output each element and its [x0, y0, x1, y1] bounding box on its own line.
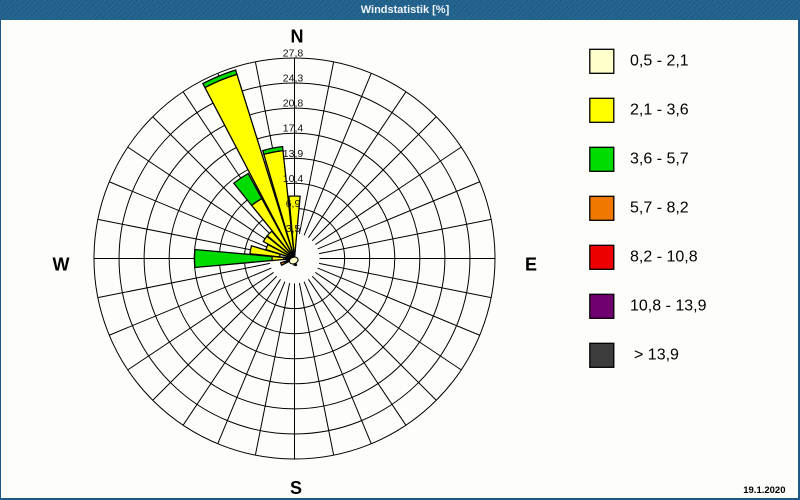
svg-text:3,6 - 5,7: 3,6 - 5,7: [630, 151, 689, 168]
svg-text:10,4: 10,4: [283, 173, 304, 185]
svg-text:0,5 - 2,1: 0,5 - 2,1: [630, 53, 689, 70]
svg-text:6,9: 6,9: [286, 198, 301, 210]
svg-text:N: N: [291, 27, 304, 47]
svg-text:27,8: 27,8: [283, 48, 304, 60]
svg-text:24,3: 24,3: [283, 73, 304, 85]
svg-text:13,9: 13,9: [283, 148, 304, 160]
svg-text:17,4: 17,4: [283, 123, 304, 135]
svg-text:3,5: 3,5: [286, 223, 301, 235]
svg-text:20,8: 20,8: [283, 98, 304, 110]
svg-text:2,1 - 3,6: 2,1 - 3,6: [630, 102, 689, 119]
svg-text:> 13,9: > 13,9: [634, 347, 679, 364]
svg-text:E: E: [525, 255, 537, 275]
svg-text:10,8 - 13,9: 10,8 - 13,9: [630, 298, 707, 315]
svg-text:19.1.2020: 19.1.2020: [743, 485, 785, 496]
svg-text:W: W: [53, 255, 70, 275]
svg-text:S: S: [290, 478, 302, 498]
svg-text:5,7 - 8,2: 5,7 - 8,2: [630, 200, 689, 217]
svg-text:8,2 - 10,8: 8,2 - 10,8: [630, 249, 698, 266]
